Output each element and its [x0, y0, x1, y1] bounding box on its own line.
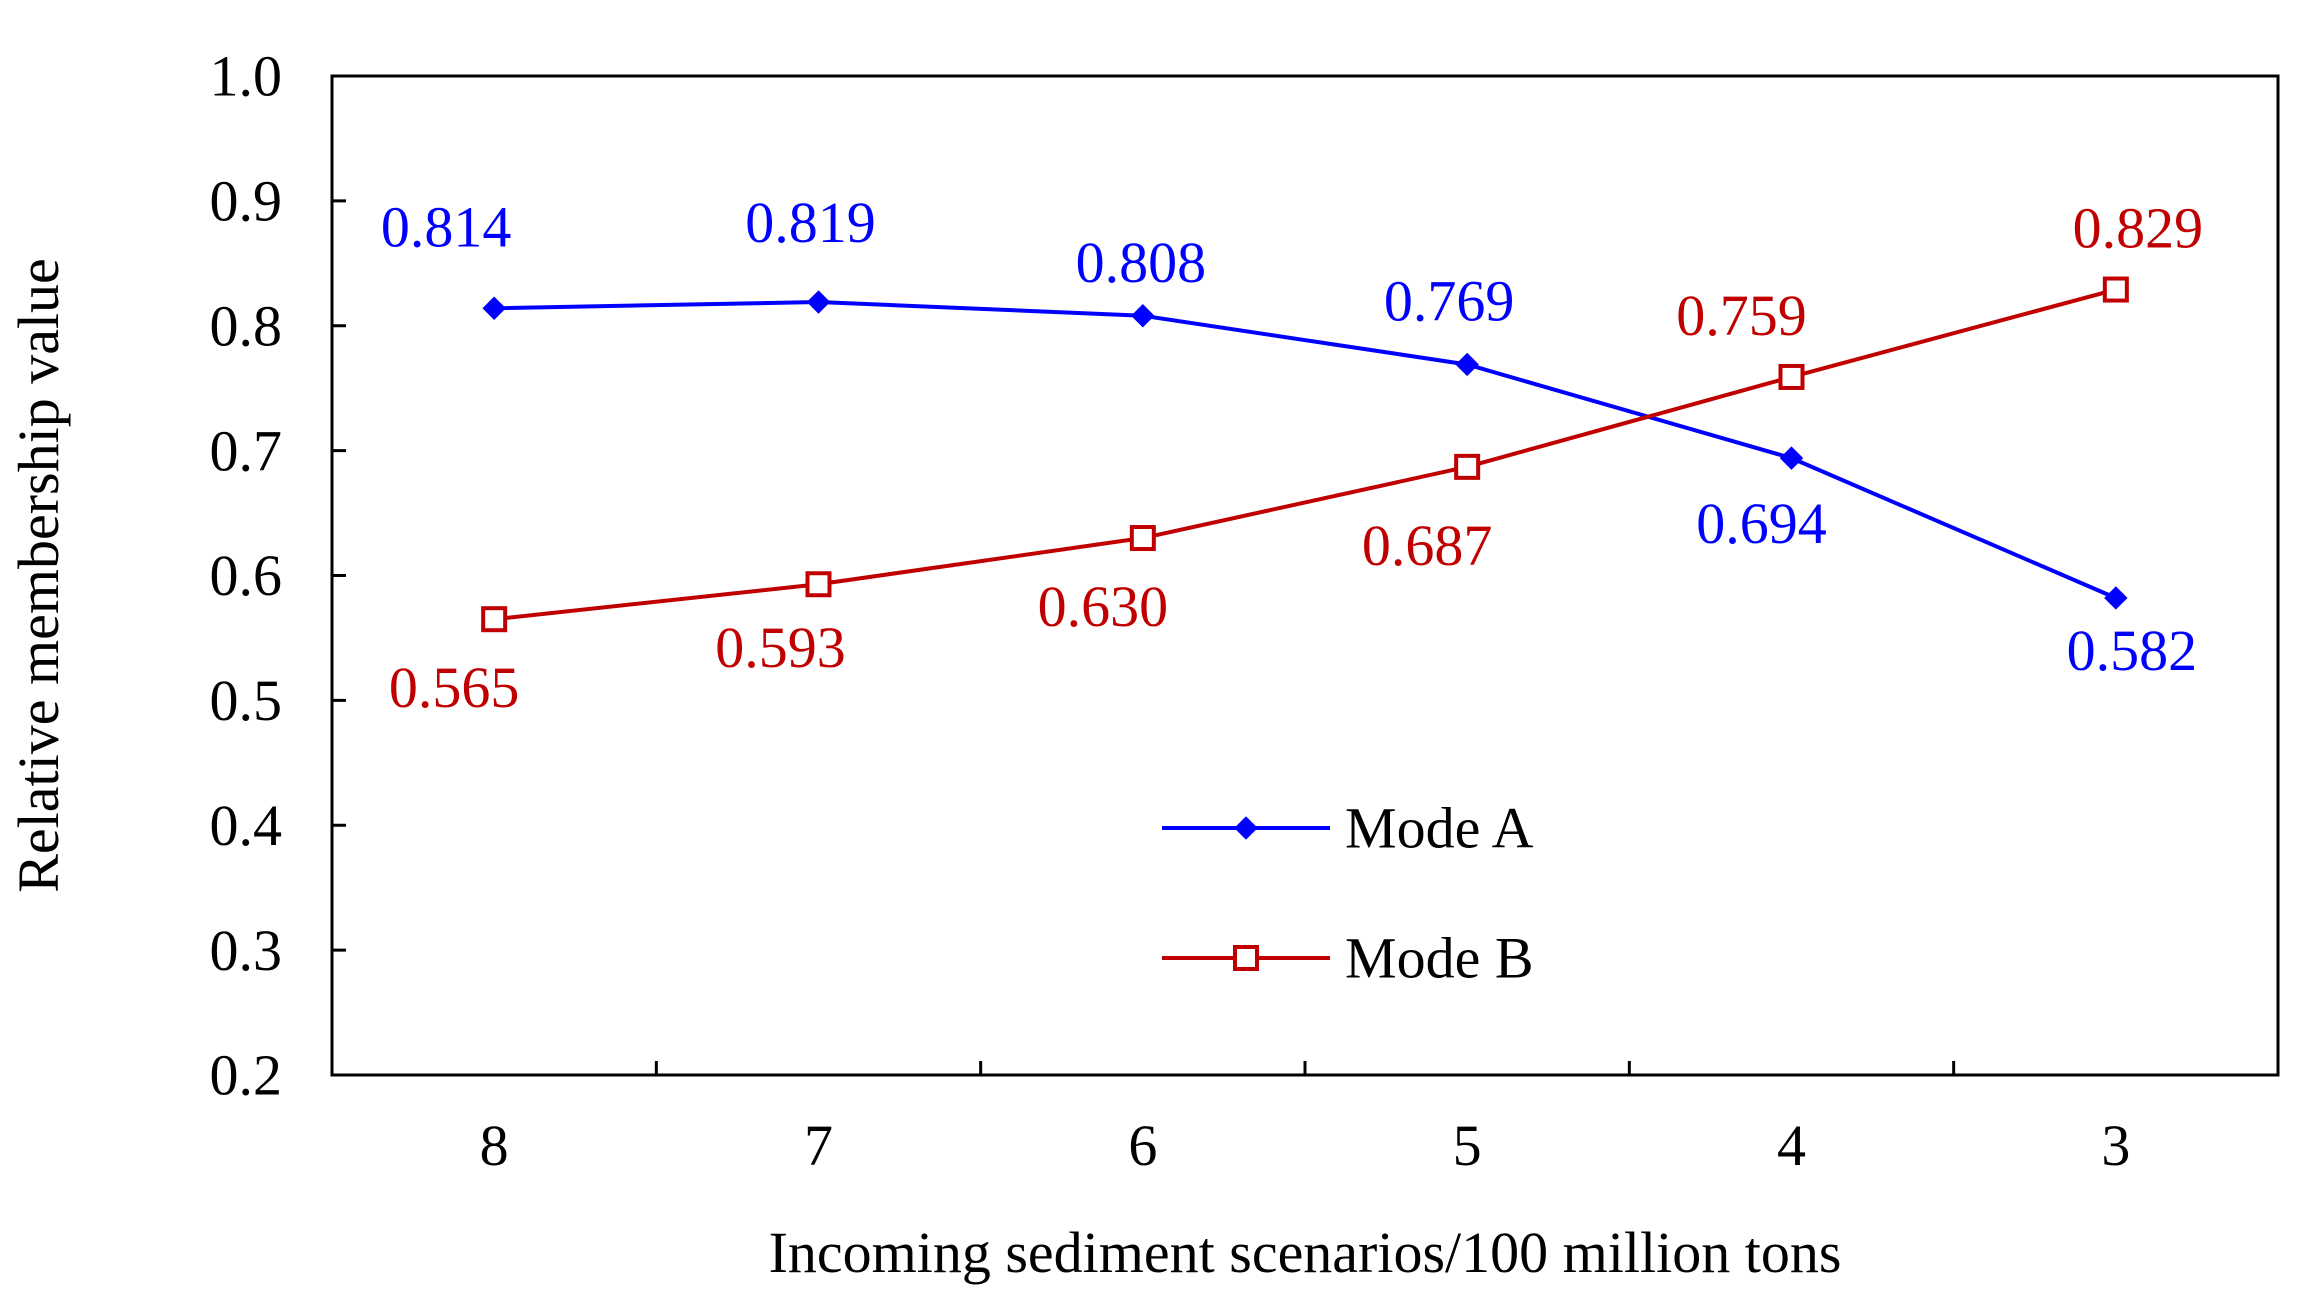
y-tick-label: 0.6: [210, 543, 283, 608]
mode-b-data-label: 0.759: [1676, 283, 1807, 348]
legend-mode-a-marker: [1234, 816, 1258, 840]
x-tick-label: 8: [480, 1113, 509, 1178]
mode-b-point: [1454, 453, 1481, 480]
mode-a-point: [2104, 586, 2128, 610]
x-tick-label: 6: [1128, 1113, 1157, 1178]
mode-a-line: [494, 300, 2117, 600]
mode-b-point: [1129, 525, 1156, 552]
mode-b-point: [2102, 276, 2129, 303]
mode-a-data-label: 0.814: [381, 194, 512, 259]
mode-a-data-label: 0.582: [2067, 618, 2198, 683]
data-labels: 0.814 0.819 0.808 0.769 0.694 0.582 0.565 0.593…: [381, 190, 2203, 720]
y-tick-label: 0.9: [210, 169, 283, 234]
plot-frame: [330, 74, 2280, 1077]
mode-b-line: [493, 287, 2117, 622]
y-tick-label: 0.5: [210, 668, 283, 733]
mode-b-data-label: 0.630: [1038, 574, 1169, 639]
legend-mode-a-label: Mode A: [1345, 796, 1534, 861]
legend-mode-b-marker: [1233, 945, 1259, 971]
mode-a-point: [1779, 446, 1804, 470]
mode-a-point: [482, 296, 506, 320]
mode-a-point: [806, 290, 831, 314]
legend-mode-b-label: Mode B: [1345, 926, 1534, 991]
x-tick-label: 5: [1453, 1113, 1482, 1178]
series-layer: [481, 276, 2129, 633]
y-tick-label: 1.0: [210, 44, 283, 109]
y-tick-label: 0.7: [210, 418, 283, 483]
y-tick-label: 0.4: [210, 793, 283, 858]
mode-a-point: [1455, 352, 1479, 377]
legend: Mode A Mode B: [1162, 796, 1534, 991]
mode-a-data-label: 0.808: [1076, 230, 1207, 295]
x-tick-label: 7: [804, 1113, 833, 1178]
x-axis-title: Incoming sediment scenarios/100 million …: [769, 1220, 1842, 1285]
x-tick-label: 4: [1777, 1113, 1806, 1178]
mode-b-data-label: 0.687: [1362, 513, 1493, 578]
mode-b-data-label: 0.829: [2073, 196, 2204, 261]
x-tick-label: 3: [2101, 1113, 2130, 1178]
mode-a-data-label: 0.769: [1384, 268, 1515, 333]
y-tick-label: 0.8: [210, 293, 283, 358]
mode-b-point: [805, 571, 832, 598]
y-tick-label: 0.2: [210, 1043, 283, 1108]
mode-b-data-label: 0.593: [715, 615, 846, 680]
y-tick-label: 0.3: [210, 918, 283, 983]
y-axis-title: Relative membership value: [6, 258, 71, 893]
mode-b-point: [1778, 363, 1805, 390]
mode-a-data-label: 0.694: [1696, 491, 1827, 556]
axes: 0.2 0.3 0.4 0.5 0.6 0.7 0.8 0.9 1.0 8 7 6 5 4 3 Incomin…: [6, 44, 2280, 1285]
mode-a-point: [1131, 304, 1155, 328]
mode-a-data-label: 0.819: [745, 190, 876, 255]
mode-b-point: [481, 606, 508, 633]
mode-b-data-label: 0.565: [389, 655, 520, 720]
